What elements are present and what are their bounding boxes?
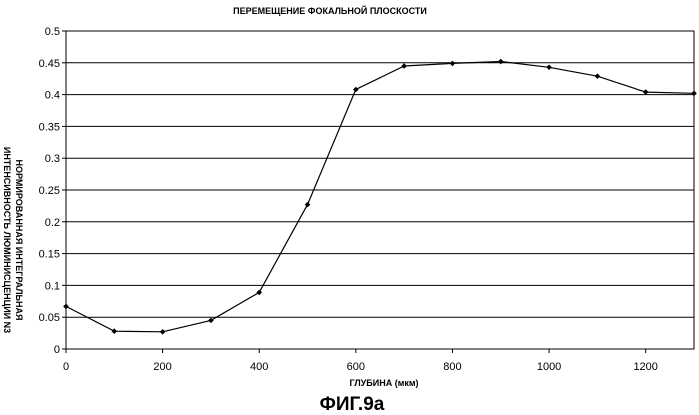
data-point-11 (594, 73, 601, 79)
y-tick-label-10: 0.5 (45, 26, 60, 38)
y-tick-label-5: 0.25 (39, 185, 60, 197)
gridlines (66, 62, 694, 318)
y-tick-label-4: 0.2 (45, 217, 60, 229)
chart-title: ПЕРЕМЕЩЕНИЕ ФОКАЛЬНОЙ ПЛОСКОСТИ (233, 5, 427, 16)
y-tick-label-0: 0 (54, 344, 60, 356)
data-point-8 (449, 60, 456, 67)
x-tick-label-0: 0 (63, 361, 69, 373)
y-axis-label-line-2: ИНТЕНСИВНОСТЬ ЛЮМИНИСЦЕНЦИИ N3 (2, 147, 12, 333)
y-tick-label-9: 0.45 (39, 58, 60, 70)
x-tick-label-2: 400 (250, 361, 268, 373)
data-points (63, 58, 697, 335)
data-point-3 (208, 317, 214, 324)
data-point-7 (401, 63, 407, 69)
x-tick-label-6: 1200 (633, 361, 657, 373)
data-point-1 (111, 328, 118, 334)
y-tick-label-7: 0.35 (39, 121, 60, 133)
data-point-13 (691, 90, 697, 97)
y-tick-label-1: 0.05 (39, 312, 60, 324)
data-point-6 (353, 86, 359, 93)
y-tick-label-8: 0.4 (45, 90, 60, 102)
data-point-0 (63, 303, 69, 310)
data-point-12 (642, 89, 649, 95)
y-axis-ticks: 0 0.05 0.1 0.15 0.2 0.25 0.3 0.35 0.4 0.45 0.5 (39, 26, 66, 356)
y-axis-label-line-1: НОРМИРОВАННАЯ ИНТЕГРАЛЬНАЯ (14, 160, 24, 321)
data-point-5 (304, 201, 311, 208)
y-tick-label-6: 0.3 (45, 153, 60, 165)
x-tick-label-4: 800 (443, 361, 461, 373)
x-tick-label-1: 200 (153, 361, 171, 373)
x-axis-ticks: 0 200 400 600 800 1000 1200 (63, 349, 658, 373)
series-line (65, 60, 695, 333)
y-tick-label-2: 0.1 (45, 280, 60, 292)
data-point-10 (546, 64, 552, 71)
x-tick-label-3: 600 (347, 361, 365, 373)
data-point-2 (159, 329, 166, 335)
figure-caption: ФИГ.9a (320, 394, 385, 415)
y-axis-label: НОРМИРОВАННАЯ ИНТЕГРАЛЬНАЯ ИНТЕНСИВНОСТЬ… (2, 147, 24, 333)
x-tick-label-5: 1000 (537, 361, 561, 373)
y-tick-label-3: 0.15 (39, 249, 60, 261)
x-axis-label: ГЛУБИНА (мкм) (349, 378, 418, 388)
data-point-9 (497, 58, 504, 65)
data-point-4 (256, 289, 263, 296)
